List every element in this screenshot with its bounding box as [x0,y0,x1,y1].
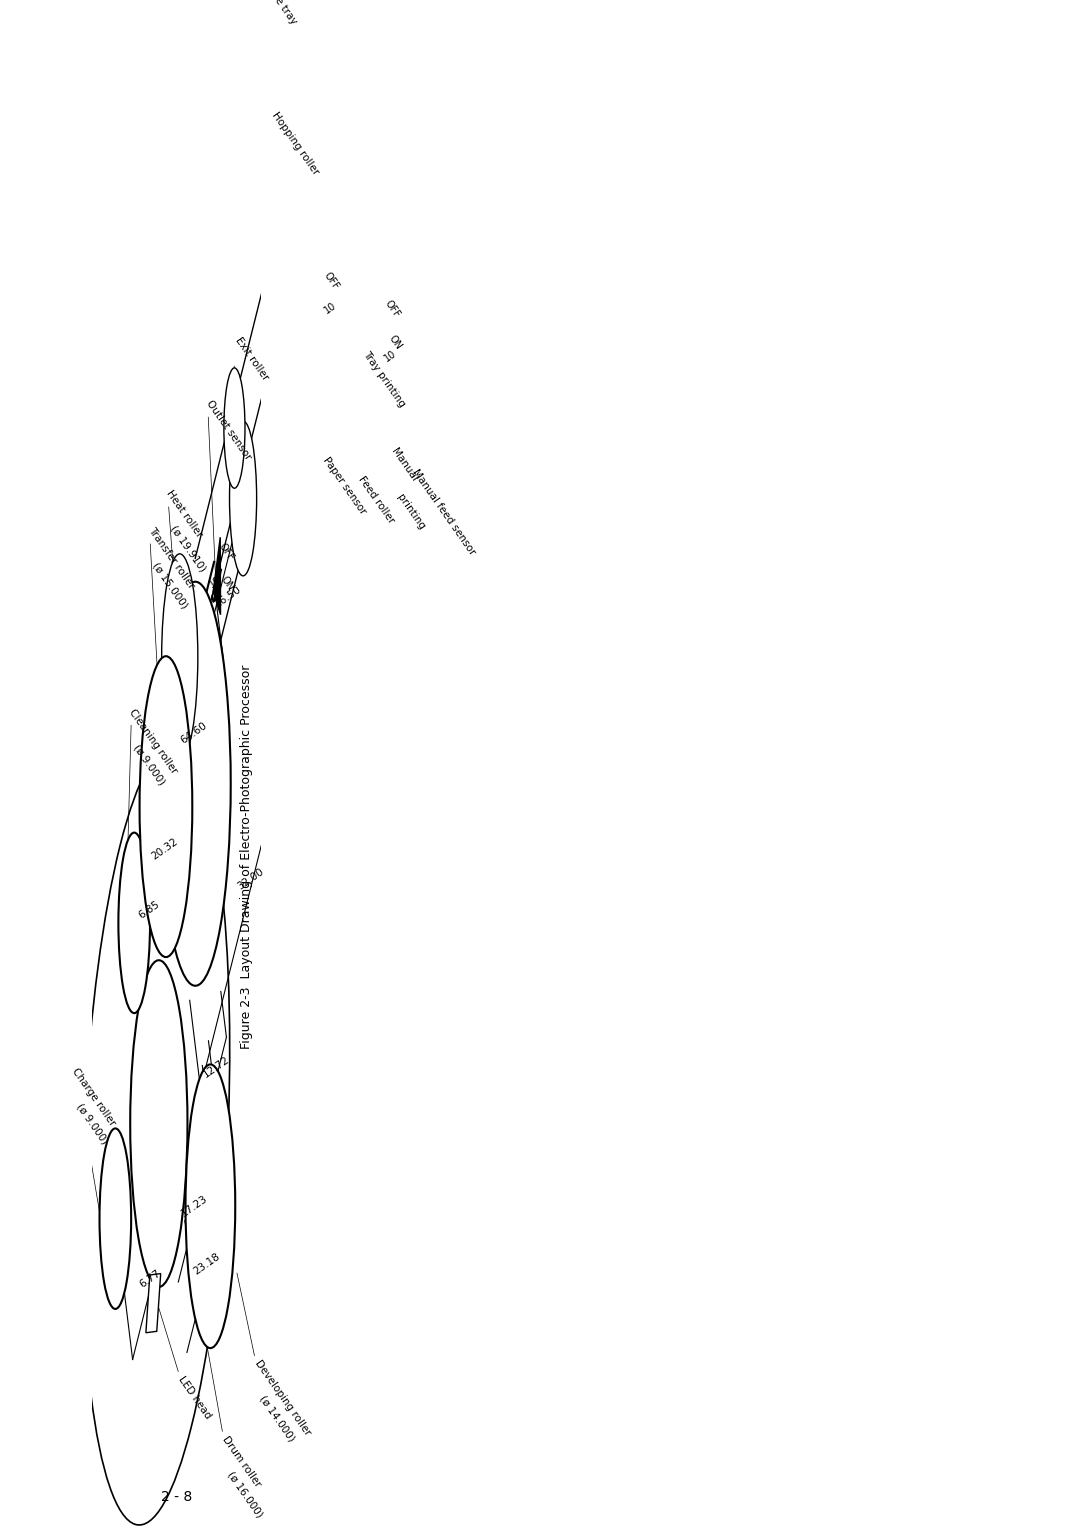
Text: Manual feed sensor: Manual feed sensor [410,468,477,556]
Text: Drum roller: Drum roller [220,1435,264,1488]
Text: 6.85: 6.85 [137,900,162,921]
Text: OFF: OFF [217,541,237,562]
Text: Cleaning roller: Cleaning roller [127,707,179,775]
Polygon shape [146,1273,161,1332]
Text: 32.00: 32.00 [235,866,266,892]
Text: 2 - 8: 2 - 8 [161,1490,192,1504]
Text: Exit roller: Exit roller [233,335,270,382]
Ellipse shape [333,286,357,423]
Text: (ø 14.000): (ø 14.000) [257,1394,296,1444]
Ellipse shape [160,582,231,986]
Ellipse shape [82,747,230,1525]
Ellipse shape [280,272,307,426]
Text: Outlet sensor: Outlet sensor [204,399,253,463]
Text: ON: ON [388,333,404,351]
Text: 20.32: 20.32 [150,836,179,862]
Text: 12.72: 12.72 [201,1054,231,1080]
Ellipse shape [346,309,365,420]
Ellipse shape [291,163,312,284]
Text: 23.18: 23.18 [191,1251,221,1277]
Text: Single tray: Single tray [258,0,298,26]
Ellipse shape [230,422,257,576]
Ellipse shape [349,194,374,332]
Text: (ø 19.910): (ø 19.910) [168,524,208,575]
Text: printing: printing [395,492,427,532]
Text: Heat roller: Heat roller [164,489,204,539]
Text: 6.77: 6.77 [138,1268,163,1290]
Text: (ø 9.000): (ø 9.000) [132,743,166,787]
Ellipse shape [309,110,351,351]
Text: 10: 10 [322,301,338,316]
Polygon shape [302,304,311,347]
Ellipse shape [362,295,382,406]
Ellipse shape [301,31,328,185]
Text: Paper sensor: Paper sensor [322,455,368,516]
Text: Feed roller: Feed roller [356,474,395,526]
Text: Figure 2-3  Layout Drawing of Electro-Photographic Processor: Figure 2-3 Layout Drawing of Electro-Pho… [240,665,253,1048]
Ellipse shape [99,1128,131,1309]
Text: Developing roller: Developing roller [253,1358,312,1438]
Text: 10: 10 [382,348,399,364]
Text: (ø 16.000): (ø 16.000) [225,1470,265,1519]
Ellipse shape [271,189,292,310]
Ellipse shape [131,960,188,1287]
Ellipse shape [119,833,150,1013]
Text: 64.60: 64.60 [178,720,208,746]
Text: (ø 9.000): (ø 9.000) [75,1102,109,1146]
Text: Transfer roller: Transfer roller [146,526,195,591]
Text: Charge roller: Charge roller [70,1067,117,1128]
Ellipse shape [139,656,192,957]
Text: OFF: OFF [322,270,340,292]
Text: (ø 15.000): (ø 15.000) [150,561,189,611]
Text: Tray printing: Tray printing [361,350,407,410]
Text: LED head: LED head [177,1374,213,1421]
Text: 26.50: 26.50 [213,584,243,610]
Ellipse shape [186,1065,235,1348]
Text: 17.23: 17.23 [179,1193,210,1219]
Text: Manual: Manual [389,446,419,483]
Polygon shape [213,538,220,614]
Text: 10: 10 [207,575,224,590]
Text: ON: ON [219,575,237,593]
Ellipse shape [162,553,198,759]
Ellipse shape [224,368,245,489]
Text: Hopping roller: Hopping roller [270,110,321,176]
Text: OFF: OFF [383,298,402,319]
